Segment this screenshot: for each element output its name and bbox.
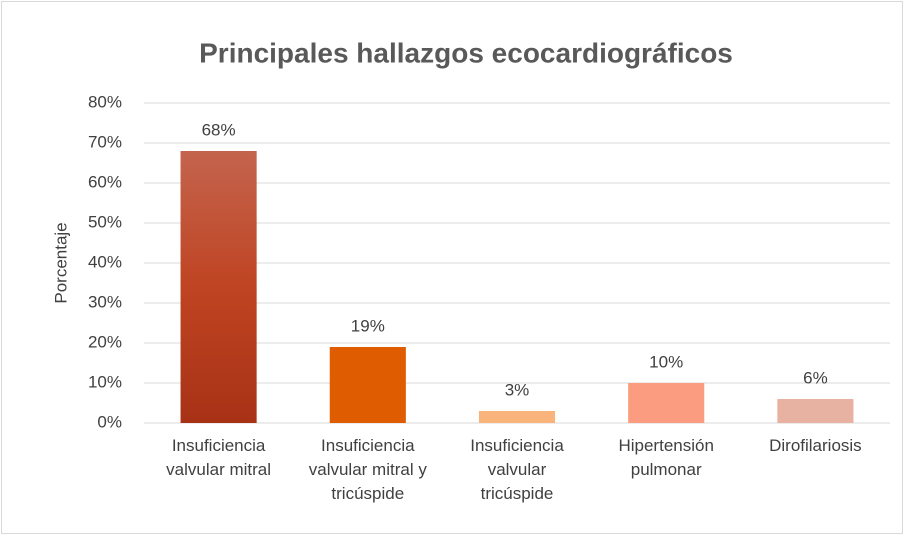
value-label: 19% bbox=[351, 316, 385, 335]
bar bbox=[777, 399, 854, 423]
chart-title: Principales hallazgos ecocardiográficos bbox=[199, 37, 733, 68]
y-tick-label: 60% bbox=[88, 172, 122, 191]
x-tick-label: Insuficiencia valvular mitral y tricúspide bbox=[309, 436, 428, 503]
value-label: 3% bbox=[505, 380, 530, 399]
bar bbox=[180, 151, 257, 423]
y-tick-label: 0% bbox=[97, 412, 122, 431]
y-tick-label: 50% bbox=[88, 212, 122, 231]
y-tick-label: 20% bbox=[88, 332, 122, 351]
bar bbox=[628, 383, 705, 423]
x-tick-label: Insuficiencia valvular mitral bbox=[166, 436, 271, 479]
value-label: 6% bbox=[803, 368, 828, 387]
value-label: 68% bbox=[202, 120, 236, 139]
x-tick-label: Insuficiencia valvular tricúspide bbox=[470, 436, 564, 503]
y-tick-label: 10% bbox=[88, 372, 122, 391]
bar bbox=[329, 347, 406, 423]
y-tick-label: 80% bbox=[88, 92, 122, 111]
y-axis-label: Porcentaje bbox=[51, 222, 70, 303]
y-tick-label: 40% bbox=[88, 252, 122, 271]
x-tick-label: Dirofilariosis bbox=[769, 436, 862, 455]
value-label: 10% bbox=[649, 352, 683, 371]
bar bbox=[478, 411, 556, 423]
y-tick-label: 30% bbox=[88, 292, 122, 311]
y-tick-label: 70% bbox=[88, 132, 122, 151]
x-tick-label: Hipertensión pulmonar bbox=[618, 436, 713, 479]
